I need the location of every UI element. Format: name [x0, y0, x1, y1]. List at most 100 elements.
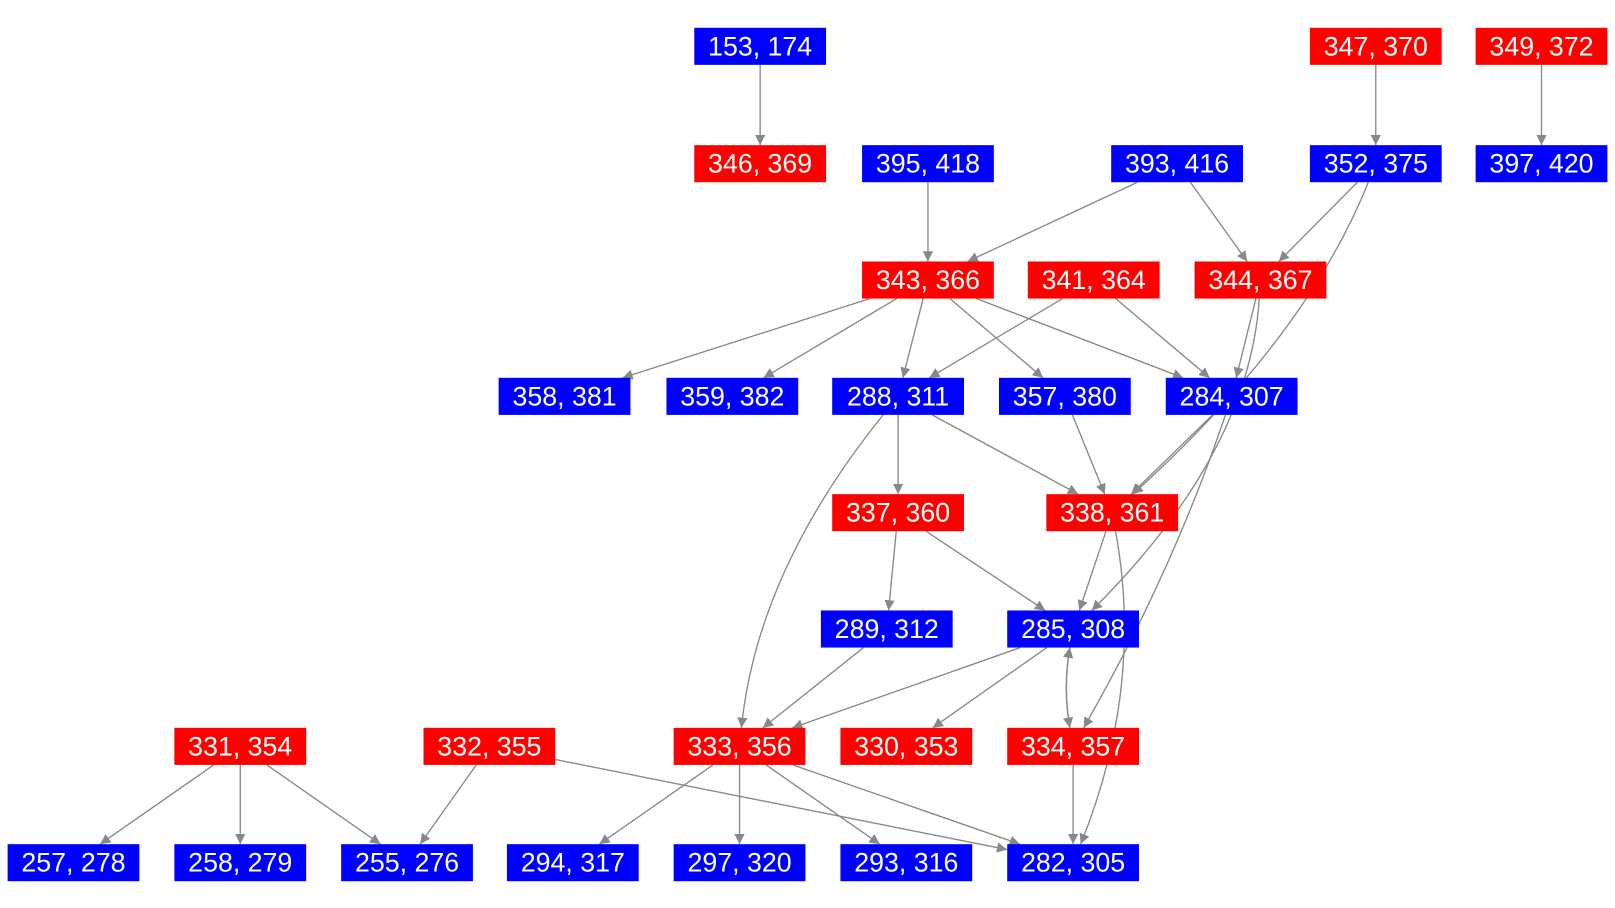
node: 285, 308: [1007, 610, 1139, 648]
node-box: [694, 145, 827, 183]
node: 297, 320: [673, 844, 806, 882]
edge: [266, 764, 381, 845]
node: 347, 370: [1309, 27, 1442, 65]
node-label: 341, 364: [1042, 265, 1146, 295]
node-label: 289, 312: [835, 614, 939, 644]
node: 337, 360: [832, 494, 964, 532]
node-label: 352, 375: [1324, 149, 1428, 179]
node: 330, 353: [840, 727, 973, 765]
edge: [765, 764, 881, 845]
node: 393, 416: [1111, 145, 1243, 183]
node: 293, 316: [840, 844, 973, 882]
node-box: [832, 494, 964, 532]
node-box: [174, 844, 307, 882]
node: 331, 354: [174, 727, 307, 765]
node-label: 337, 360: [846, 498, 950, 528]
edge: [900, 298, 924, 378]
edge: [622, 297, 871, 380]
node: 332, 355: [423, 727, 556, 765]
node-label: 334, 357: [1021, 731, 1125, 761]
node: 344, 367: [1194, 261, 1327, 299]
node: 343, 366: [862, 261, 994, 299]
node-label: 293, 316: [854, 848, 958, 878]
node-box: [1046, 494, 1179, 532]
node-label: 288, 311: [847, 381, 949, 411]
edge: [1091, 298, 1260, 611]
node-box: [1475, 27, 1608, 65]
node: 341, 364: [1027, 261, 1160, 299]
edge: [1132, 181, 1369, 495]
edge: [1233, 298, 1257, 378]
edge: [884, 531, 897, 611]
node-box: [1007, 844, 1139, 882]
node: 352, 375: [1309, 145, 1442, 183]
edge: [555, 758, 1008, 853]
node: 397, 420: [1475, 145, 1608, 183]
node: 334, 357: [1007, 727, 1139, 765]
node: 333, 356: [673, 727, 806, 765]
edge: [763, 297, 898, 379]
node-label: 257, 278: [21, 848, 125, 878]
node-label: 343, 366: [876, 265, 980, 295]
node-box: [1027, 261, 1160, 299]
node: 255, 276: [341, 844, 473, 882]
node: 288, 311: [832, 377, 964, 415]
node-box: [1111, 145, 1243, 183]
node-label: 344, 367: [1208, 265, 1312, 295]
node-box: [840, 727, 973, 765]
node-label: 349, 372: [1489, 31, 1593, 61]
node-box: [1309, 27, 1442, 65]
node: 346, 369: [694, 145, 827, 183]
node-label: 282, 305: [1021, 848, 1125, 878]
edge: [967, 181, 1138, 263]
node-label: 153, 174: [708, 31, 812, 61]
node-label: 338, 361: [1060, 498, 1164, 528]
node-label: 333, 356: [687, 731, 791, 761]
node-label: 332, 355: [437, 731, 541, 761]
node-label: 397, 420: [1489, 149, 1593, 179]
node-box: [673, 844, 806, 882]
node-box: [1007, 610, 1139, 648]
node-label: 393, 416: [1125, 149, 1229, 179]
node-label: 347, 370: [1324, 31, 1428, 61]
node: 358, 381: [498, 377, 631, 415]
node: 153, 174: [694, 27, 827, 65]
node-box: [862, 145, 994, 183]
node: 338, 361: [1046, 494, 1179, 532]
edge: [1189, 181, 1248, 262]
node-label: 357, 380: [1013, 381, 1117, 411]
node-box: [1165, 377, 1298, 415]
node-box: [1475, 145, 1608, 183]
node-box: [862, 261, 994, 299]
node-box: [694, 27, 827, 65]
edge: [737, 414, 884, 728]
node-box: [673, 727, 806, 765]
node-label: 359, 382: [680, 381, 784, 411]
edge: [762, 647, 864, 729]
node: 258, 279: [174, 844, 307, 882]
edge: [925, 530, 1046, 612]
node-box: [174, 727, 307, 765]
node: 359, 382: [666, 377, 799, 415]
edge: [791, 646, 1021, 730]
node-label: 330, 353: [854, 731, 958, 761]
node-box: [506, 844, 639, 882]
edge: [1115, 298, 1211, 379]
edge: [1083, 414, 1227, 729]
node: 357, 380: [998, 377, 1131, 415]
node-label: 255, 276: [355, 848, 459, 878]
node-box: [423, 727, 556, 765]
edge: [419, 764, 477, 845]
node-box: [1309, 145, 1442, 183]
edge: [99, 764, 215, 845]
node-box: [7, 844, 140, 882]
edge: [1071, 414, 1106, 495]
node-box: [832, 377, 964, 415]
node-label: 358, 381: [512, 381, 616, 411]
node-label: 395, 418: [876, 149, 980, 179]
node-label: 297, 320: [687, 848, 791, 878]
edge: [1079, 531, 1126, 845]
edge: [931, 414, 1079, 495]
node-label: 331, 354: [188, 731, 292, 761]
node: 257, 278: [7, 844, 140, 882]
